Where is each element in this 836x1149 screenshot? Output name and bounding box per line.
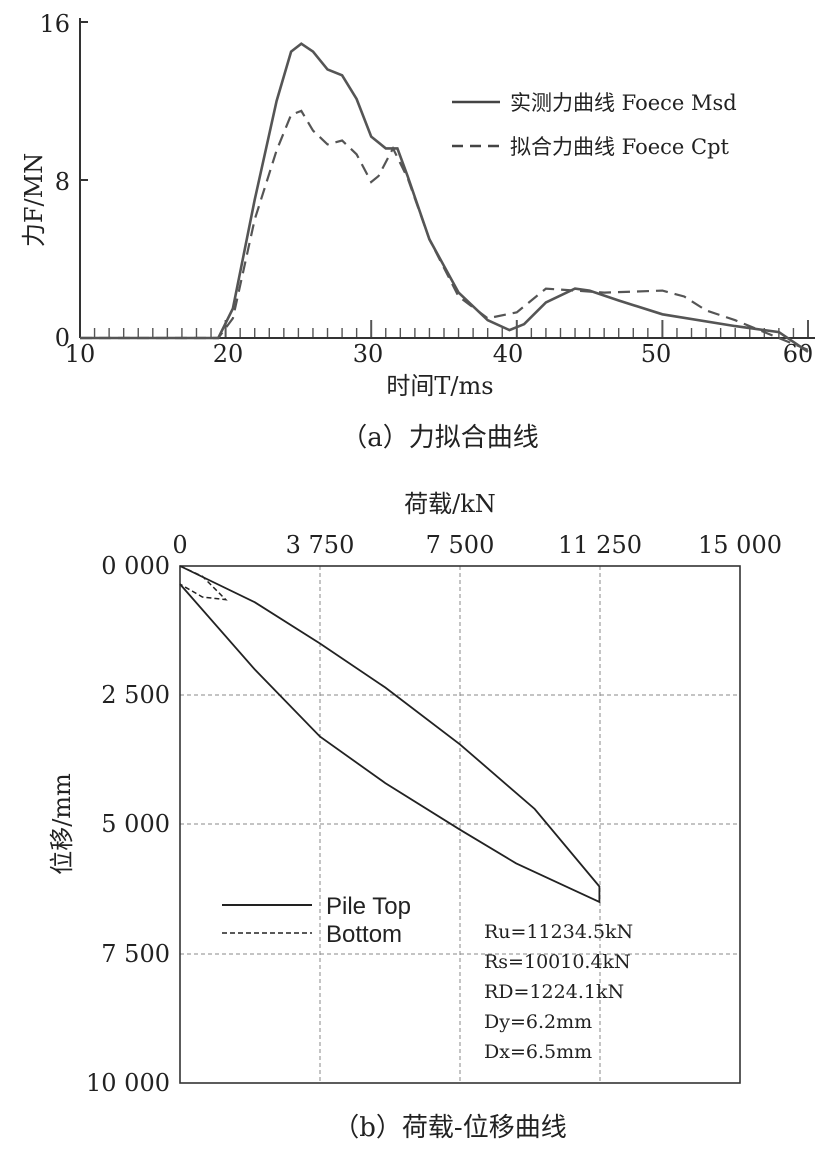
y-tick-label: 8 xyxy=(55,168,70,196)
y-tick-label: 10 000 xyxy=(86,1069,170,1097)
x-axis-label: 时间T/ms xyxy=(386,372,493,400)
series-measured-force xyxy=(80,42,809,353)
x-axis-label: 荷载/kN xyxy=(404,490,496,518)
y-tick-labels: 16 8 0 xyxy=(39,10,70,352)
x-tick-label: 50 xyxy=(641,340,672,368)
annotation-dx: Dx=6.5mm xyxy=(484,1041,592,1063)
annotation-rd: RD=1224.1kN xyxy=(484,981,624,1003)
y-tick-label: 0 000 xyxy=(101,552,170,580)
result-annotations: Ru=11234.5kN Rs=10010.4kN RD=1224.1kN Dy… xyxy=(484,921,633,1063)
force-fitting-chart: 16 8 0 10 20 30 40 50 60 力F/MN 时间T/ms 实测… xyxy=(20,10,815,453)
x-tick-labels: 0 3 750 7 500 11 250 15 000 xyxy=(172,531,782,559)
y-tick-label: 7 500 xyxy=(101,940,170,968)
y-tick-label: 0 xyxy=(55,324,70,352)
x-tick-labels: 10 20 30 40 50 60 xyxy=(65,340,814,368)
caption-b: （b）荷载-位移曲线 xyxy=(333,1113,566,1143)
legend-label-pile-top: Pile Top xyxy=(326,893,411,920)
caption-a: （a）力拟合曲线 xyxy=(341,423,539,453)
x-tick-label: 0 xyxy=(172,531,187,559)
x-tick-label: 20 xyxy=(213,340,244,368)
x-tick-label: 10 xyxy=(65,340,96,368)
series-bottom xyxy=(179,565,228,601)
series-fitted-force xyxy=(80,109,809,351)
annotation-ru: Ru=11234.5kN xyxy=(484,921,633,943)
y-tick-label: 2 500 xyxy=(101,681,170,709)
y-axis-label: 位移/mm xyxy=(48,773,76,875)
y-tick-label: 5 000 xyxy=(101,810,170,838)
x-tick-label: 7 500 xyxy=(426,531,495,559)
load-displacement-chart: 荷载/kN 0 3 750 7 500 11 250 15 000 0 000 … xyxy=(48,490,782,1143)
y-tick-label: 16 xyxy=(39,10,70,38)
legend: 实测力曲线 Foece Msd 拟合力曲线 Foece Cpt xyxy=(452,91,737,159)
plot-frame xyxy=(179,565,741,1084)
x-tick-label: 11 250 xyxy=(558,531,642,559)
legend-label-fitted: 拟合力曲线 Foece Cpt xyxy=(510,135,730,159)
x-tick-label: 15 000 xyxy=(698,531,782,559)
x-tick-label: 3 750 xyxy=(286,531,355,559)
legend-label-measured: 实测力曲线 Foece Msd xyxy=(510,91,737,115)
y-tick-labels: 0 000 2 500 5 000 7 500 10 000 xyxy=(86,552,170,1097)
legend-label-bottom: Bottom xyxy=(326,921,402,948)
x-tick-label: 40 xyxy=(493,340,524,368)
y-axis-label: 力F/MN xyxy=(20,153,48,247)
x-minor-ticks xyxy=(79,320,809,338)
series-pile-top xyxy=(179,565,601,904)
x-tick-label: 30 xyxy=(353,340,384,368)
legend: Pile Top Bottom xyxy=(222,893,411,948)
annotation-rs: Rs=10010.4kN xyxy=(484,951,631,973)
grid xyxy=(180,566,740,1083)
annotation-dy: Dy=6.2mm xyxy=(484,1011,592,1033)
